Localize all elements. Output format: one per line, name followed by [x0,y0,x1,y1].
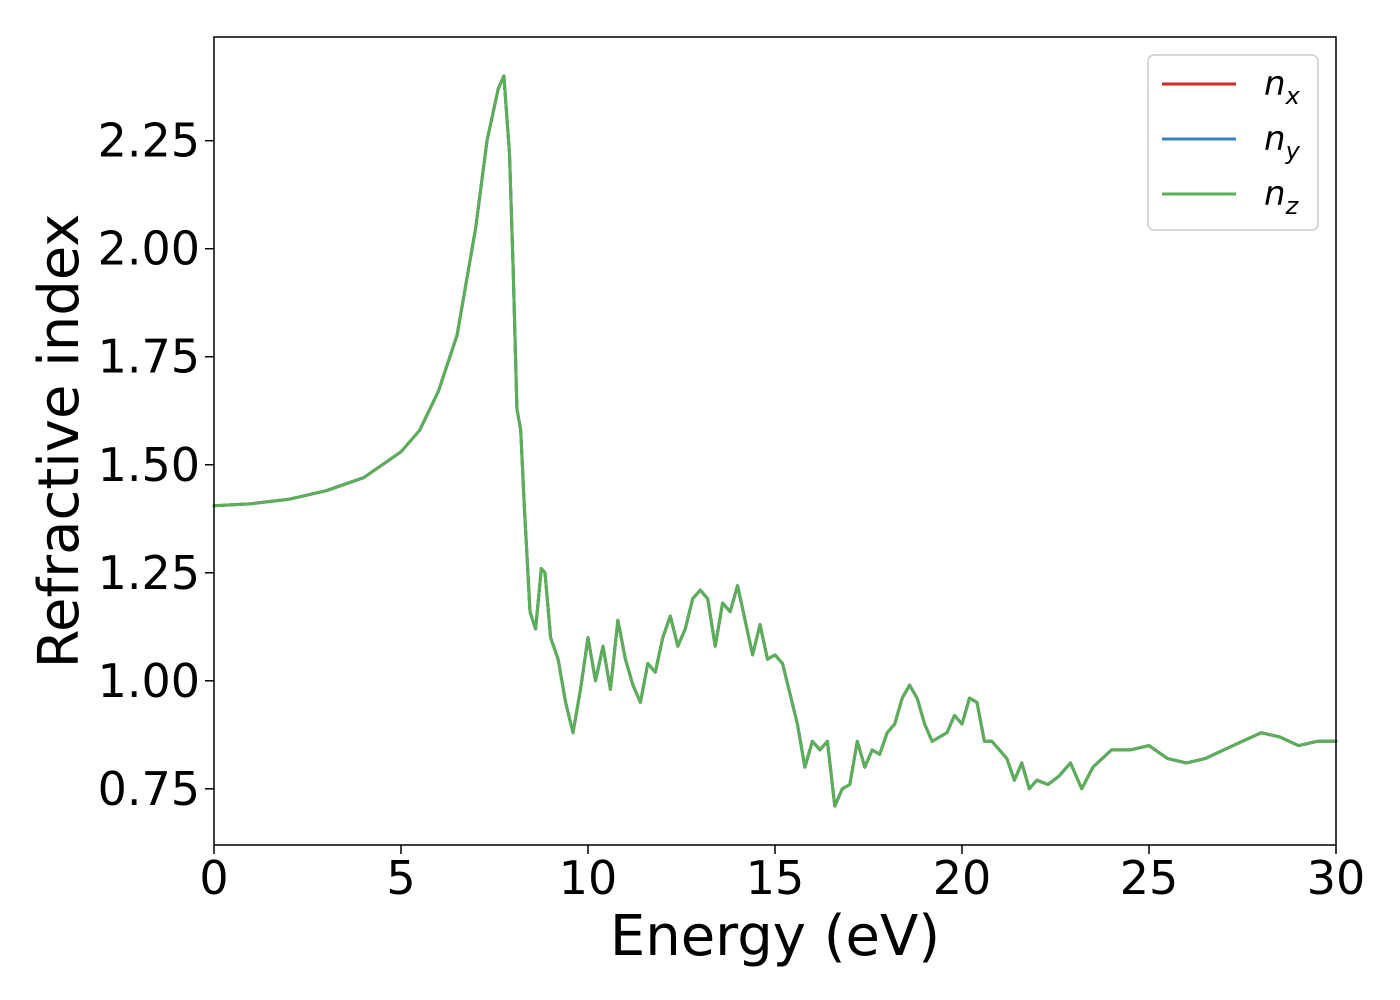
x-tick-label: 10 [559,851,618,905]
x-tick-label: 20 [933,851,992,905]
legend-box [1147,54,1319,231]
legend-label-nx: nx [1264,64,1301,110]
x-tick-label: 5 [386,851,415,905]
y-axis-label: Refractive index [27,214,92,669]
y-tick-label: 1.00 [98,654,200,708]
legend-symbol: n [1264,64,1286,104]
legend-label-ny: ny [1264,119,1301,165]
y-tick-label: 2.25 [98,114,200,168]
legend-subscript: x [1285,82,1301,110]
legend-subscript: z [1285,192,1300,220]
y-tick-label: 1.75 [98,330,200,384]
y-tick-label: 0.75 [98,762,200,816]
legend-symbol: n [1264,174,1286,214]
y-axis: 0.75 1.00 1.25 1.50 1.75 2.00 2.25 [98,114,214,816]
legend-subscript: y [1285,137,1301,165]
series-line-nz [212,74,1338,808]
x-tick-label: 25 [1120,851,1179,905]
x-tick-label: 0 [199,851,228,905]
legend-symbol: n [1264,119,1286,159]
y-tick-label: 2.00 [98,222,200,276]
x-axis-label: Energy (eV) [610,904,940,969]
x-tick-label: 30 [1307,851,1366,905]
x-tick-label: 15 [746,851,805,905]
x-axis: 0 5 10 15 20 25 30 [199,845,1365,905]
y-tick-label: 1.50 [98,438,200,492]
series-layer [212,74,1338,808]
legend-label-nz: nz [1264,174,1300,220]
y-tick-label: 1.25 [98,546,200,600]
